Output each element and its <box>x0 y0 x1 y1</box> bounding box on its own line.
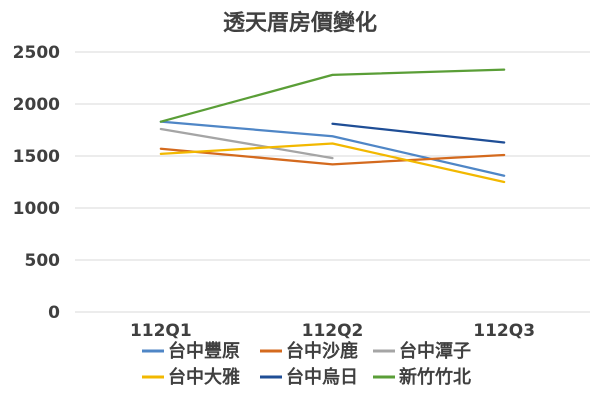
chart-title: 透天厝房價變化 <box>223 10 377 36</box>
legend-item: 新竹竹北 <box>373 366 471 388</box>
series-line <box>159 142 506 184</box>
series-line <box>159 68 506 123</box>
legend-item: 台中潭子 <box>373 340 471 362</box>
y-tick-label: 1500 <box>13 147 60 167</box>
series-lines <box>159 68 506 184</box>
series-4 <box>331 122 506 144</box>
series-5 <box>159 68 506 123</box>
x-tick-label: 112Q1 <box>130 321 192 341</box>
series-line <box>159 147 506 166</box>
series-line <box>331 122 506 144</box>
grid <box>75 51 590 313</box>
series-2 <box>159 127 334 160</box>
legend-item: 台中豐原 <box>142 340 240 362</box>
series-line <box>159 127 334 160</box>
legend-label: 台中豐原 <box>168 340 240 362</box>
legend-label: 台中烏日 <box>286 366 358 388</box>
series-line <box>159 120 506 177</box>
legend-label: 新竹竹北 <box>399 366 471 388</box>
legend-label: 台中大雅 <box>168 366 240 388</box>
x-tick-label: 112Q3 <box>473 321 535 341</box>
series-1 <box>159 147 506 166</box>
y-tick-label: 0 <box>48 303 60 323</box>
y-tick-label: 1000 <box>13 199 60 219</box>
x-axis-ticks: 112Q1 112Q2 112Q3 <box>130 321 535 341</box>
legend-item: 台中沙鹿 <box>260 340 358 362</box>
series-3 <box>159 142 506 184</box>
y-axis-ticks: 0 500 1000 1500 2000 2500 <box>13 43 60 323</box>
x-tick-label: 112Q2 <box>302 321 364 341</box>
legend-label: 台中沙鹿 <box>286 340 358 362</box>
series-0 <box>159 120 506 177</box>
y-tick-label: 2500 <box>13 43 60 63</box>
legend-item: 台中烏日 <box>260 366 358 388</box>
y-tick-label: 2000 <box>13 95 60 115</box>
y-tick-label: 500 <box>25 251 61 271</box>
legend-label: 台中潭子 <box>399 340 471 362</box>
legend-item: 台中大雅 <box>142 366 240 388</box>
